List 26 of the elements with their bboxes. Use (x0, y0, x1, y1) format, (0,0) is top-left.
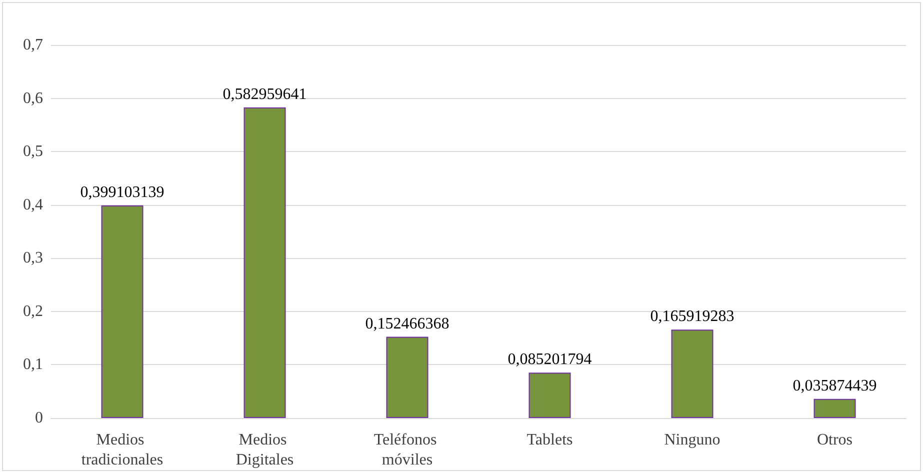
data-label: 0,085201794 (508, 351, 592, 368)
bar (671, 330, 714, 418)
bar (814, 398, 856, 418)
y-tick-label: 0 (35, 410, 43, 426)
bar (101, 205, 144, 418)
bar (528, 372, 571, 418)
y-tick-label: 0,7 (23, 36, 43, 54)
x-tick-label: Ninguno (664, 432, 720, 448)
data-label: 0,165919283 (650, 308, 734, 326)
bar (244, 107, 286, 418)
data-label: 0,152466368 (365, 315, 450, 332)
x-tick-label: Teléfonos móviles (374, 432, 441, 468)
data-label: 0,399103139 (80, 184, 164, 201)
x-tick-label: Tablets (526, 432, 573, 448)
y-tick-label: 0,6 (23, 90, 43, 107)
bar (386, 336, 428, 418)
data-label: 0,582959641 (222, 86, 307, 103)
x-tick-label: Medios Digitales (236, 432, 294, 468)
y-tick-label: 0,2 (23, 302, 43, 320)
x-tick-label: Medios tradicionales (81, 432, 164, 468)
y-tick-label: 0,4 (23, 196, 43, 214)
y-tick-label: 0,3 (23, 250, 43, 267)
y-tick-label: 0,5 (23, 143, 43, 160)
y-tick-label: 0,1 (23, 356, 43, 374)
x-tick-label: Otros (816, 432, 853, 448)
data-label: 0,035874439 (792, 377, 877, 394)
